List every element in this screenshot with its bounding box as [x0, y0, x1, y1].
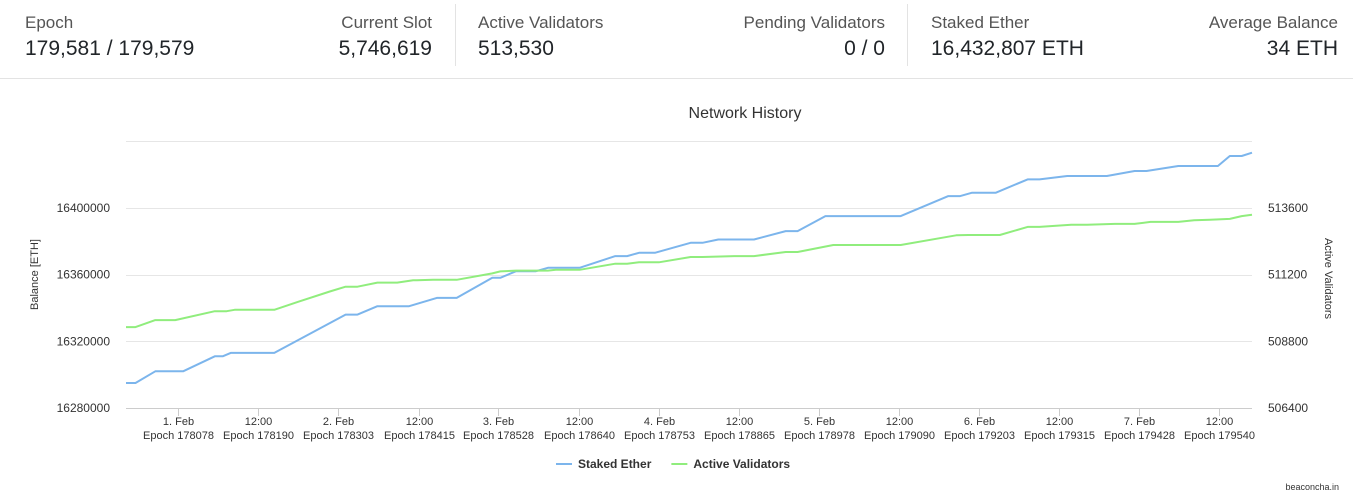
stat-staked-ether: Staked Ether 16,432,807 ETH [931, 12, 1084, 62]
y-tick-label-right: 508800 [1268, 334, 1308, 348]
stat-divider [907, 4, 908, 66]
x-tick-date-label: 12:00 [726, 416, 754, 428]
stat-average-balance: Average Balance 34 ETH [1209, 12, 1338, 62]
y-axis-title-left: Balance [ETH] [29, 239, 41, 310]
stat-value: 34 ETH [1266, 37, 1338, 60]
x-tick-date-label: 12:00 [406, 416, 434, 428]
stat-value: 513,530 [478, 37, 554, 60]
y-tick-label-right: 506400 [1268, 401, 1308, 415]
x-tick-date-label: 1. Feb [163, 416, 194, 428]
x-tick-date-label: 12:00 [245, 416, 273, 428]
stat-active-validators: Active Validators 513,530 [478, 12, 603, 62]
stat-value: 5,746,619 [338, 37, 432, 60]
y-axis-title-right: Active Validators [1322, 238, 1334, 320]
y-tick-label-left: 16360000 [57, 268, 111, 282]
x-tick-epoch-label: Epoch 179203 [944, 430, 1015, 442]
x-tick-date-label: 12:00 [1046, 416, 1074, 428]
stat-value: 0 / 0 [844, 37, 885, 60]
x-tick-epoch-label: Epoch 178753 [624, 430, 695, 442]
x-tick-epoch-label: Epoch 178978 [784, 430, 855, 442]
x-tick-date-label: 5. Feb [804, 416, 835, 428]
x-tick-date-label: 3. Feb [483, 416, 514, 428]
chart-title: Network History [689, 105, 802, 122]
series-line-staked-ether [126, 151, 1253, 384]
chart-credits-link[interactable]: beaconcha.in [1285, 482, 1339, 492]
x-tick-date-label: 12:00 [886, 416, 914, 428]
x-tick-epoch-label: Epoch 179428 [1104, 430, 1175, 442]
x-tick-epoch-label: Epoch 178078 [143, 430, 214, 442]
stat-label: Pending Validators [743, 13, 885, 32]
x-tick-epoch-label: Epoch 178865 [704, 430, 775, 442]
x-tick-date-label: 7. Feb [1124, 416, 1155, 428]
stat-current-slot: Current Slot 5,746,619 [339, 12, 432, 62]
stat-divider [455, 4, 456, 66]
y-tick-label-right: 511200 [1268, 268, 1307, 282]
stat-label: Epoch [25, 13, 74, 32]
network-stats-bar: Epoch 179,581 / 179,579 Current Slot 5,7… [0, 0, 1353, 79]
y-tick-label-left: 16320000 [57, 334, 111, 348]
x-tick-date-label: 2. Feb [323, 416, 354, 428]
stat-value: 179,581 / 179,579 [25, 37, 195, 60]
stat-label: Current Slot [341, 13, 432, 32]
x-tick-date-label: 6. Feb [964, 416, 995, 428]
x-tick-epoch-label: Epoch 178528 [463, 430, 534, 442]
legend-item-label: Active Validators [693, 457, 790, 471]
x-tick-epoch-label: Epoch 178303 [303, 430, 374, 442]
x-tick-epoch-label: Epoch 178415 [384, 430, 455, 442]
legend-item-label: Staked Ether [578, 457, 652, 471]
stat-label: Staked Ether [931, 13, 1030, 32]
stat-epoch: Epoch 179,581 / 179,579 [25, 12, 194, 62]
series-line-active-validators [126, 213, 1253, 329]
x-tick-epoch-label: Epoch 178640 [544, 430, 615, 442]
x-tick-epoch-label: Epoch 178190 [223, 430, 294, 442]
stat-value: 16,432,807 ETH [931, 37, 1084, 60]
y-tick-label-left: 16400000 [57, 201, 111, 215]
stat-label: Average Balance [1208, 13, 1338, 32]
x-tick-date-label: 4. Feb [644, 416, 675, 428]
x-tick-epoch-label: Epoch 179315 [1024, 430, 1095, 442]
network-history-chart: Network History 16280000 16320000 16360000 1… [29, 105, 1334, 471]
stat-pending-validators: Pending Validators 0 / 0 [744, 12, 885, 62]
x-tick-epoch-label: Epoch 179540 [1184, 430, 1255, 442]
x-tick-epoch-label: Epoch 179090 [864, 430, 935, 442]
x-tick-date-label: 12:00 [566, 416, 594, 428]
y-tick-label-left: 16280000 [57, 401, 111, 415]
y-tick-label-right: 513600 [1268, 201, 1308, 215]
x-tick-date-label: 12:00 [1206, 416, 1234, 428]
stat-label: Active Validators [478, 13, 604, 32]
